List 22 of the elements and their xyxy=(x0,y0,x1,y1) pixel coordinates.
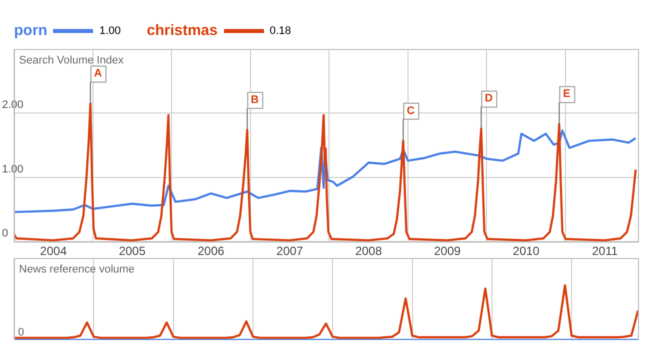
legend-label: christmas xyxy=(146,22,218,39)
text: 1.00 xyxy=(99,24,121,36)
x-tick-label: 2009 xyxy=(434,244,462,258)
x-tick-label: 2008 xyxy=(355,244,382,258)
x-tick-label: 2007 xyxy=(276,244,304,258)
y-axis-title: News reference volume xyxy=(19,264,135,276)
x-tick-label: 2011 xyxy=(592,244,618,258)
x-tick-label: 2005 xyxy=(118,244,146,258)
annotation: A xyxy=(94,68,102,80)
annotation: E xyxy=(563,88,570,100)
y-tick-label: 1.00 xyxy=(2,163,24,176)
annotation: B xyxy=(250,94,259,106)
y-axis-title: Search Volume Index xyxy=(19,54,124,67)
annotation: C xyxy=(406,104,415,117)
y-tick-label: 0 xyxy=(2,228,8,240)
text: 0.18 xyxy=(270,24,292,36)
x-tick-label: 2010 xyxy=(512,244,540,258)
y-tick-label: 2.00 xyxy=(2,99,24,112)
annotation: D xyxy=(484,92,493,105)
legend-label: porn xyxy=(14,22,48,39)
x-tick-label: 2006 xyxy=(198,244,225,258)
x-tick-label: 2004 xyxy=(40,244,68,258)
